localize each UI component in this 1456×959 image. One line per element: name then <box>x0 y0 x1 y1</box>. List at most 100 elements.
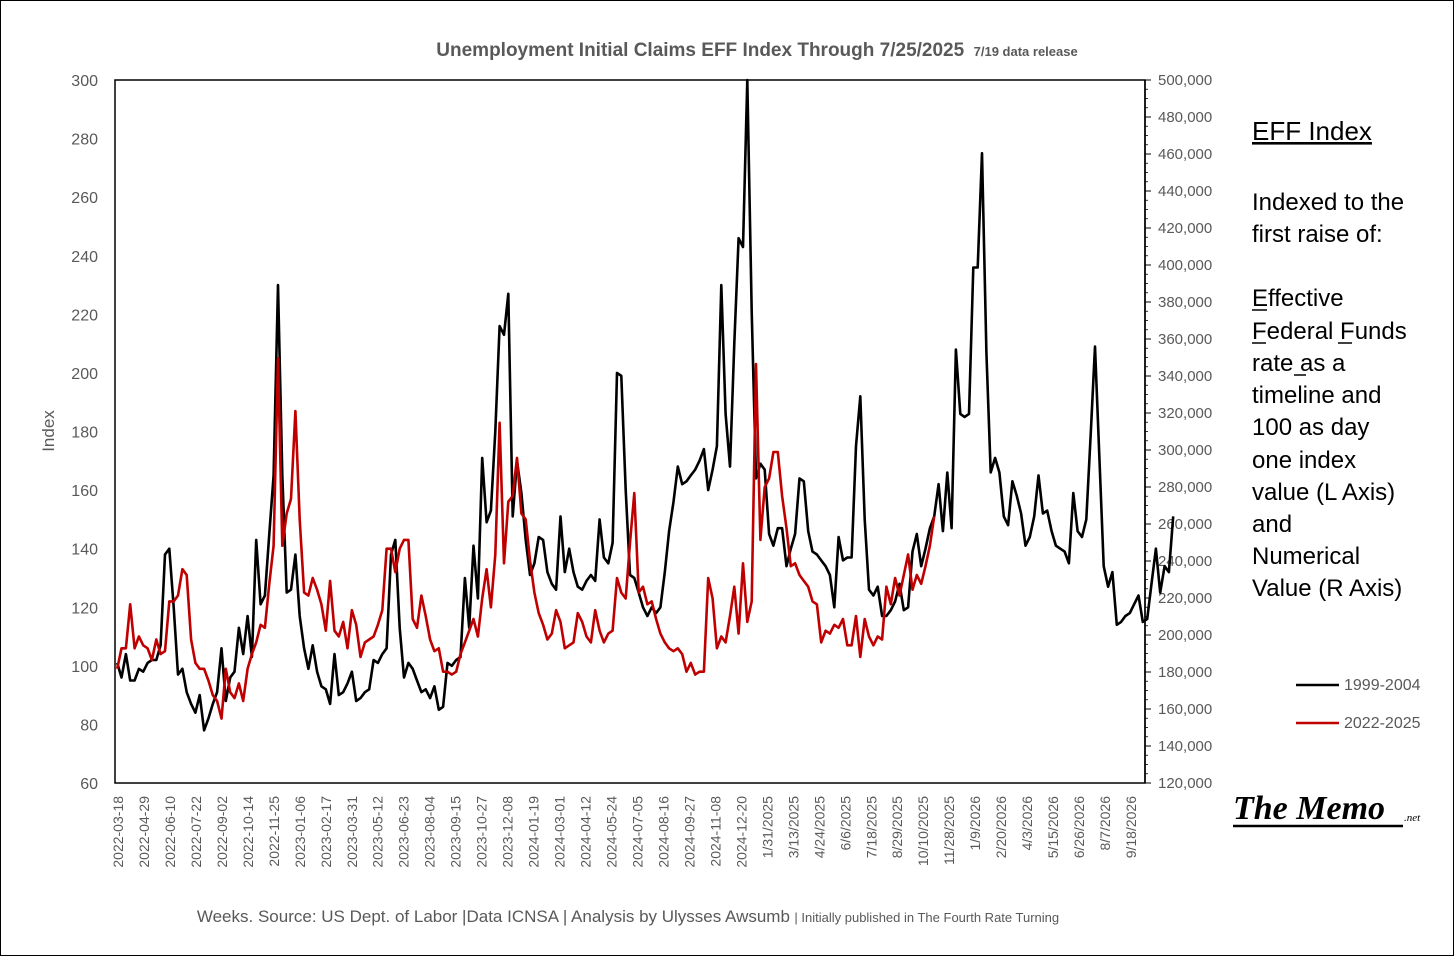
left-tick-label: 180 <box>71 425 98 442</box>
x-tick-label: 2023-01-06 <box>292 796 308 868</box>
annotation-line: and <box>1252 511 1292 538</box>
footer-published: | Initially published in The Fourth Rate… <box>794 910 1059 925</box>
x-tick-label: 2024-05-24 <box>604 796 620 868</box>
annotation-line: Numerical <box>1252 543 1360 570</box>
right-tick-label: 120,000 <box>1158 775 1212 792</box>
left-tick-label: 160 <box>71 483 98 500</box>
annotation-line: value (L Axis) <box>1252 479 1395 506</box>
left-tick-label: 80 <box>80 717 98 734</box>
x-tick-label: 2024-01-19 <box>526 796 542 868</box>
x-tick-label: 2023-03-31 <box>344 796 360 868</box>
right-tick-label: 140,000 <box>1158 738 1212 755</box>
x-tick-label: 4/24/2025 <box>811 796 827 858</box>
right-tick-label: 260,000 <box>1158 516 1212 533</box>
right-tick-label: 360,000 <box>1158 331 1212 348</box>
x-tick-label: 2023-02-17 <box>318 796 334 868</box>
x-tick-label: 2022-06-10 <box>162 796 178 868</box>
annotation-line: Federal Funds <box>1252 318 1407 345</box>
x-axis: 2022-03-18 2022-04-29 2022-06-10 2022-07-22… <box>110 796 1139 868</box>
x-tick-label: 7/18/2025 <box>863 796 879 858</box>
annotation-line: rate as a <box>1252 350 1346 377</box>
left-tick-label: 300 <box>71 73 98 90</box>
right-tick-label: 220,000 <box>1158 590 1212 607</box>
x-tick-label: 2022-09-02 <box>214 796 230 868</box>
right-tick-label: 440,000 <box>1158 183 1212 200</box>
x-tick-label: 2023-06-23 <box>396 796 412 868</box>
right-tick-label: 340,000 <box>1158 368 1212 385</box>
x-tick-label: 2022-03-18 <box>110 796 126 868</box>
series-line-1999-2004 <box>115 78 1175 732</box>
left-tick-label: 140 <box>71 542 98 559</box>
x-tick-label: 6/26/2026 <box>1071 796 1087 858</box>
right-y-axis: 500,000 480,000 460,000 440,000 420,000 400,0… <box>1145 72 1212 792</box>
right-tick-label: 420,000 <box>1158 220 1212 237</box>
x-tick-label: 2023-10-27 <box>474 796 490 868</box>
chart-title-group: Unemployment Initial Claims EFF Index Th… <box>436 40 1077 61</box>
x-tick-label: 9/18/2026 <box>1123 796 1139 858</box>
x-tick-label: 8/29/2025 <box>889 796 905 858</box>
annotation-line: Indexed to the <box>1252 189 1404 216</box>
right-tick-label: 500,000 <box>1158 72 1212 89</box>
right-tick-label: 280,000 <box>1158 479 1212 496</box>
legend: 1999-2004 2022-2025 <box>1296 677 1421 732</box>
x-tick-label: 2022-10-14 <box>240 796 256 868</box>
x-tick-label: 2/20/2026 <box>993 796 1009 858</box>
x-tick-label: 11/28/2025 <box>941 796 957 865</box>
right-tick-label: 240,000 <box>1158 553 1212 570</box>
x-tick-label: 6/6/2025 <box>837 796 853 851</box>
x-tick-label: 10/10/2025 <box>915 796 931 866</box>
series-line-2022-2025 <box>115 357 936 720</box>
x-tick-label: 2024-11-08 <box>707 796 723 867</box>
x-tick-label: 2024-03-01 <box>552 796 568 868</box>
right-tick-label: 300,000 <box>1158 442 1212 459</box>
x-tick-label: 8/7/2026 <box>1097 796 1113 851</box>
left-tick-label: 280 <box>71 132 98 149</box>
x-tick-label: 2022-07-22 <box>188 796 204 868</box>
footer-source: Weeks. Source: US Dept. of Labor |Data I… <box>197 907 790 926</box>
left-y-axis: 300 280 260 240 220 200 180 160 140 120 100 80 60 <box>71 73 98 793</box>
the-memo-logo: The Memo .net <box>1233 790 1421 828</box>
right-tick-label: 160,000 <box>1158 701 1212 718</box>
right-tick-label: 380,000 <box>1158 294 1212 311</box>
x-tick-label: 2023-09-15 <box>448 796 464 868</box>
right-tick-label: 180,000 <box>1158 664 1212 681</box>
x-tick-label: 1/31/2025 <box>759 796 775 858</box>
left-tick-label: 200 <box>71 366 98 383</box>
logo-suffix: .net <box>1404 812 1421 824</box>
x-tick-label: 2024-09-27 <box>681 796 697 868</box>
x-tick-label: 4/3/2026 <box>1019 796 1035 851</box>
left-tick-label: 260 <box>71 190 98 207</box>
chart-subtitle: 7/19 data release <box>974 44 1078 59</box>
annotation-line: timeline and <box>1252 382 1381 409</box>
series-lines <box>115 78 1175 732</box>
annotation-line: one index <box>1252 447 1356 474</box>
left-tick-label: 120 <box>71 600 98 617</box>
right-tick-label: 480,000 <box>1158 109 1212 126</box>
right-tick-label: 200,000 <box>1158 627 1212 644</box>
x-tick-label: 2023-05-12 <box>370 796 386 868</box>
footer: Weeks. Source: US Dept. of Labor |Data I… <box>197 907 1059 926</box>
annotation-line: Value (R Axis) <box>1252 575 1402 602</box>
annotation-line: 100 as day <box>1252 414 1369 441</box>
x-tick-label: 1/9/2026 <box>967 796 983 851</box>
logo-text: The Memo <box>1233 790 1385 827</box>
right-tick-label: 320,000 <box>1158 405 1212 422</box>
left-tick-label: 220 <box>71 307 98 324</box>
right-tick-label: 400,000 <box>1158 257 1212 274</box>
x-tick-label: 2023-12-08 <box>500 796 516 868</box>
left-tick-label: 100 <box>71 659 98 676</box>
x-tick-label: 2023-08-04 <box>422 796 438 868</box>
annotation-line: Effective <box>1252 285 1344 312</box>
y-axis-label: Index <box>39 410 58 452</box>
legend-label: 2022-2025 <box>1344 715 1421 732</box>
x-tick-label: 3/13/2025 <box>785 796 801 858</box>
x-tick-label: 2024-04-12 <box>578 796 594 868</box>
legend-label: 1999-2004 <box>1344 677 1421 694</box>
left-tick-label: 60 <box>80 776 98 793</box>
chart-title: Unemployment Initial Claims EFF Index Th… <box>436 40 964 61</box>
annotation-line: first raise of: <box>1252 221 1383 248</box>
x-tick-label: 2022-04-29 <box>136 796 152 868</box>
x-tick-label: 2024-12-20 <box>733 796 749 868</box>
